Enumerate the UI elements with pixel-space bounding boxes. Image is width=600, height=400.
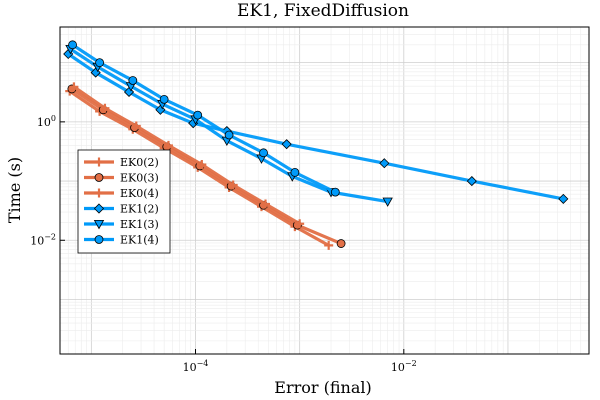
y-tick-label: 100 (37, 114, 56, 129)
legend-label: EK0(3) (120, 172, 159, 185)
data-point (295, 219, 305, 229)
y-tick-base: 10 (30, 234, 44, 247)
data-point (224, 130, 234, 140)
y-tick-label: 10−2 (30, 232, 56, 247)
data-point (197, 160, 207, 170)
series-group (63, 40, 569, 250)
data-point (128, 76, 138, 85)
x-tick-label: 10−2 (391, 359, 417, 374)
legend-swatch-marker (94, 173, 104, 182)
series-line (68, 47, 390, 204)
plot-frame (59, 26, 590, 355)
data-point (228, 180, 238, 190)
data-point (163, 140, 173, 150)
data-point (100, 103, 110, 113)
data-point (68, 40, 77, 50)
series-ek0-4- (69, 82, 305, 229)
series-line (66, 52, 565, 201)
legend-swatch-marker (94, 235, 104, 244)
data-point (330, 187, 340, 197)
legend-label: EK1(4) (120, 234, 159, 247)
data-point (324, 240, 334, 250)
grid (60, 26, 589, 354)
x-tick-label: 10−4 (183, 359, 209, 374)
series-ek1-3- (65, 45, 393, 207)
x-tick-base: 10 (391, 361, 405, 374)
legend-swatch-marker (94, 157, 104, 167)
legend-swatch-marker (93, 219, 105, 230)
legend-item: EK0(2) (84, 156, 159, 169)
data-point (259, 148, 268, 158)
legend-swatch-marker (94, 188, 104, 198)
x-tick-exponent: −2 (405, 359, 417, 368)
data-point (159, 94, 169, 104)
data-point (95, 58, 104, 68)
legend-item: EK0(4) (84, 187, 159, 200)
chart-title: EK1, FixedDiffusion (237, 1, 409, 21)
legend-label: EK1(3) (120, 218, 159, 231)
legend-item: EK1(2) (84, 203, 159, 216)
y-tick-exponent: 0 (51, 114, 56, 123)
data-point (193, 110, 203, 120)
series-ek1-4- (68, 40, 340, 197)
x-tick-exponent: −4 (197, 359, 209, 368)
data-point (290, 168, 300, 177)
data-point (466, 175, 477, 187)
legend-label: EK0(2) (120, 156, 159, 169)
data-point (336, 239, 346, 248)
data-point (69, 82, 79, 92)
legend-box (77, 149, 171, 254)
legend-item: EK1(4) (84, 234, 159, 247)
legend-label: EK0(4) (120, 187, 159, 200)
series-line (72, 85, 302, 226)
legend-item: EK1(3) (84, 218, 159, 231)
x-tick-base: 10 (183, 361, 197, 374)
y-axis-label: Time (s) (5, 157, 24, 223)
data-point (558, 193, 569, 204)
x-axis-label: Error (final) (274, 378, 371, 397)
y-tick-base: 10 (37, 116, 51, 129)
legend-item: EK0(3) (84, 172, 159, 185)
data-point (281, 139, 292, 150)
legend: EK0(2) EK0(3) EK0(4) EK1(2) EK1(3) EK1(4) (77, 149, 171, 254)
data-point (261, 199, 271, 209)
data-point (382, 197, 393, 207)
y-tick-exponent: −2 (44, 232, 56, 241)
legend-swatch-marker (93, 203, 105, 214)
data-point (131, 121, 141, 131)
data-point (379, 158, 390, 169)
legend-label: EK1(2) (120, 203, 159, 216)
